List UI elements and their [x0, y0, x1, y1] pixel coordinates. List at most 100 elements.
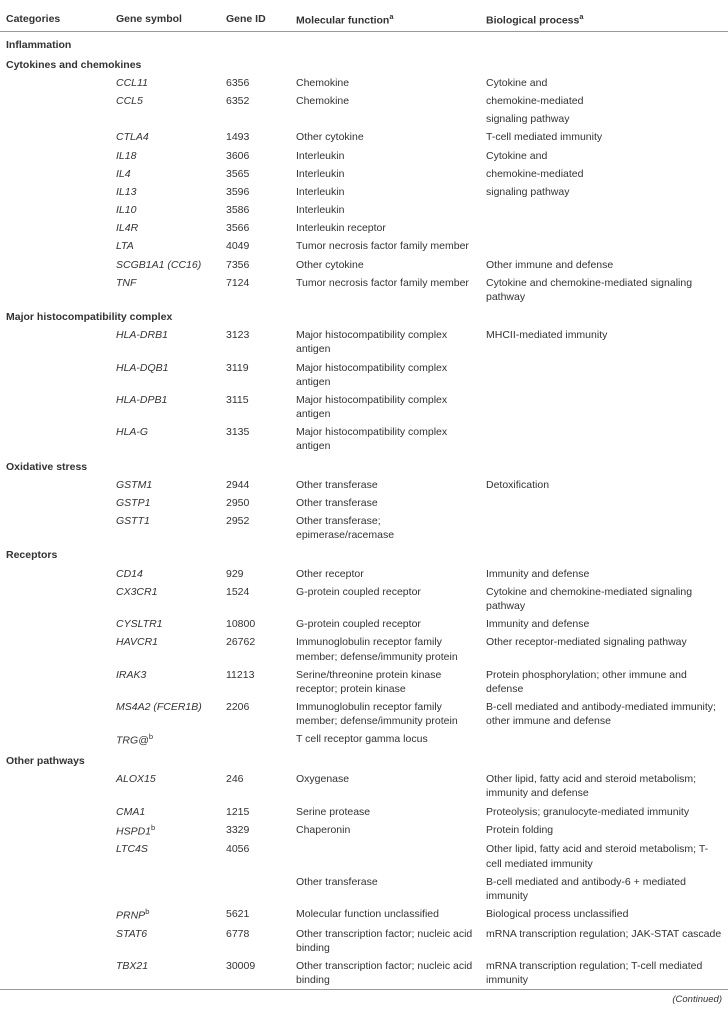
- cell-gene-id: 4049: [220, 237, 290, 255]
- cell-gene-id: 6356: [220, 74, 290, 92]
- gene-symbol-text: HSPD1: [116, 825, 151, 837]
- cell-biological-process: signaling pathway: [480, 110, 728, 128]
- header-gene-symbol: Gene symbol: [110, 8, 220, 31]
- gene-symbol-text: CCL11: [116, 77, 148, 89]
- cell-gene-symbol: IL18: [110, 147, 220, 165]
- cell-gene-symbol: SCGB1A1 (CC16): [110, 256, 220, 274]
- cell-biological-process: signaling pathway: [480, 183, 728, 201]
- cell-biological-process: Cytokine and: [480, 74, 728, 92]
- cell-gene-symbol: CMA1: [110, 803, 220, 821]
- table-row: LTC4S4056Other lipid, fatty acid and ste…: [0, 840, 728, 872]
- gene-symbol-text: ALOX15: [116, 773, 156, 785]
- cell-gene-symbol: PRNPb: [110, 905, 220, 925]
- cell-molecular-function: G-protein coupled receptor: [290, 615, 480, 633]
- gene-symbol-text: CTLA4: [116, 131, 149, 143]
- cell-molecular-function: [290, 110, 480, 128]
- gene-symbol-text: HLA-DPB1: [116, 394, 167, 406]
- cell-gene-symbol: TBX21: [110, 957, 220, 989]
- gene-symbol-text: CYSLTR1: [116, 618, 163, 630]
- gene-symbol-sup: b: [149, 732, 153, 741]
- cell-gene-id: 1524: [220, 583, 290, 615]
- cell-biological-process: Proteolysis; granulocyte-mediated immuni…: [480, 803, 728, 821]
- cell-category: [0, 219, 110, 237]
- subsection-header: Cytokines and chemokines: [0, 54, 728, 74]
- cell-molecular-function: Other transferase: [290, 476, 480, 494]
- gene-symbol-text: STAT6: [116, 928, 147, 940]
- table-row: CD14929Other receptorImmunity and defens…: [0, 565, 728, 583]
- table-row: TBX2130009Other transcription factor; nu…: [0, 957, 728, 989]
- cell-category: [0, 803, 110, 821]
- cell-category: [0, 128, 110, 146]
- table-row: CTLA41493Other cytokineT-cell mediated i…: [0, 128, 728, 146]
- table-row: STAT66778Other transcription factor; nuc…: [0, 925, 728, 957]
- cell-molecular-function: Chaperonin: [290, 821, 480, 841]
- gene-symbol-text: PRNP: [116, 910, 145, 922]
- cell-category: [0, 165, 110, 183]
- cell-gene-id: 3119: [220, 359, 290, 391]
- cell-category: [0, 770, 110, 802]
- cell-category: [0, 147, 110, 165]
- cell-biological-process: T-cell mediated immunity: [480, 128, 728, 146]
- subsection-title: Cytokines and chemokines: [0, 54, 728, 74]
- gene-symbol-text: GSTT1: [116, 515, 150, 527]
- section-header: Inflammation: [0, 31, 728, 54]
- cell-gene-symbol: ALOX15: [110, 770, 220, 802]
- cell-category: [0, 476, 110, 494]
- cell-gene-symbol: CTLA4: [110, 128, 220, 146]
- cell-gene-id: 6352: [220, 92, 290, 110]
- table-row: HLA-DQB13119Major histocompatibility com…: [0, 359, 728, 391]
- cell-biological-process: chemokine-mediated: [480, 92, 728, 110]
- cell-gene-id: 3565: [220, 165, 290, 183]
- gene-symbol-text: GSTM1: [116, 479, 152, 491]
- cell-biological-process: B-cell mediated and antibody-6 + mediate…: [480, 873, 728, 905]
- subsection-title: Receptors: [0, 544, 728, 564]
- cell-molecular-function: Interleukin: [290, 183, 480, 201]
- table-row: IRAK311213Serine/threonine protein kinas…: [0, 666, 728, 698]
- subsection-title: Major histocompatibility complex: [0, 306, 728, 326]
- cell-molecular-function: Immunoglobulin receptor family member; d…: [290, 633, 480, 665]
- cell-gene-id: 3596: [220, 183, 290, 201]
- cell-biological-process: Cytokine and chemokine-mediated signalin…: [480, 583, 728, 615]
- table-header-row: Categories Gene symbol Gene ID Molecular…: [0, 8, 728, 31]
- cell-biological-process: B-cell mediated and antibody-mediated im…: [480, 698, 728, 730]
- cell-category: [0, 840, 110, 872]
- table-row: IL183606InterleukinCytokine and: [0, 147, 728, 165]
- table-row: CCL56352Chemokinechemokine-mediated: [0, 92, 728, 110]
- cell-gene-id: 3329: [220, 821, 290, 841]
- cell-molecular-function: Serine protease: [290, 803, 480, 821]
- table-row: IL103586Interleukin: [0, 201, 728, 219]
- table-row: MS4A2 (FCER1B)2206Immunoglobulin recepto…: [0, 698, 728, 730]
- cell-category: [0, 583, 110, 615]
- cell-biological-process: [480, 237, 728, 255]
- cell-category: [0, 423, 110, 455]
- cell-gene-id: 3135: [220, 423, 290, 455]
- gene-symbol-text: IL10: [116, 204, 136, 216]
- cell-molecular-function: Other transferase; epimerase/racemase: [290, 512, 480, 544]
- cell-gene-id: 7356: [220, 256, 290, 274]
- cell-gene-id: 30009: [220, 957, 290, 989]
- cell-biological-process: Biological process unclassified: [480, 905, 728, 925]
- cell-gene-symbol: CYSLTR1: [110, 615, 220, 633]
- gene-symbol-text: HLA-DQB1: [116, 362, 169, 374]
- cell-gene-id: 929: [220, 565, 290, 583]
- cell-biological-process: [480, 494, 728, 512]
- cell-molecular-function: Tumor necrosis factor family member: [290, 274, 480, 306]
- subsection-header: Receptors: [0, 544, 728, 564]
- cell-gene-symbol: HSPD1b: [110, 821, 220, 841]
- cell-biological-process: [480, 359, 728, 391]
- gene-symbol-text: LTC4S: [116, 843, 148, 855]
- table-row: TRG@bT cell receptor gamma locus: [0, 730, 728, 750]
- cell-biological-process: mRNA transcription regulation; JAK-STAT …: [480, 925, 728, 957]
- cell-biological-process: mRNA transcription regulation; T-cell me…: [480, 957, 728, 989]
- header-func-sup: a: [389, 12, 393, 21]
- cell-gene-id: [220, 873, 290, 905]
- gene-symbol-text: CX3CR1: [116, 586, 157, 598]
- continued-note: (Continued): [0, 989, 728, 1009]
- gene-symbol-text: IL13: [116, 186, 136, 198]
- table-row: TNF7124Tumor necrosis factor family memb…: [0, 274, 728, 306]
- table-row: IL13 3596Interleukinsignaling pathway: [0, 183, 728, 201]
- subsection-header: Major histocompatibility complex: [0, 306, 728, 326]
- table-row: CMA11215Serine proteaseProteolysis; gran…: [0, 803, 728, 821]
- cell-gene-symbol: CCL11: [110, 74, 220, 92]
- cell-biological-process: [480, 391, 728, 423]
